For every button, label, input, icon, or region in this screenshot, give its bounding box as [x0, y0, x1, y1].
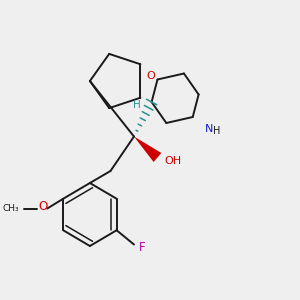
Text: CH₃: CH₃	[3, 204, 20, 213]
Polygon shape	[134, 136, 161, 162]
Text: O: O	[147, 71, 155, 81]
Text: N: N	[205, 124, 213, 134]
Text: OH: OH	[165, 155, 182, 166]
Text: H: H	[133, 100, 141, 110]
Text: H: H	[213, 125, 220, 136]
Text: O: O	[38, 200, 47, 214]
Text: F: F	[138, 241, 145, 254]
